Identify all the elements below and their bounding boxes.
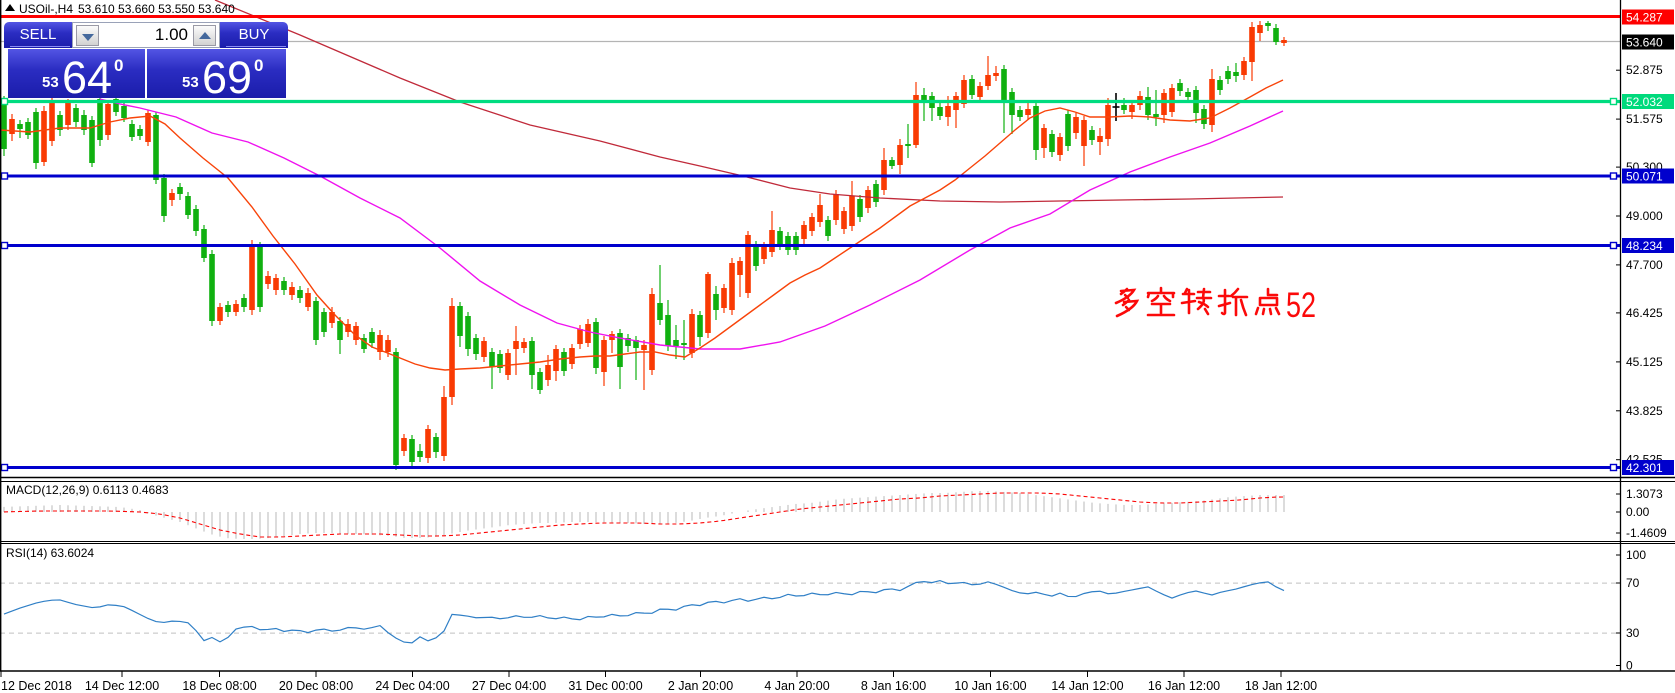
- svg-text:MACD(12,26,9) 0.6113 0.4683: MACD(12,26,9) 0.6113 0.4683: [6, 483, 169, 497]
- svg-text:52.032: 52.032: [1626, 95, 1663, 109]
- svg-text:48.234: 48.234: [1626, 239, 1663, 253]
- svg-text:45.125: 45.125: [1626, 355, 1663, 369]
- svg-text:RSI(14) 63.6024: RSI(14) 63.6024: [6, 546, 94, 560]
- svg-text:-1.4609: -1.4609: [1626, 526, 1667, 540]
- svg-text:0.00: 0.00: [1626, 505, 1650, 519]
- svg-text:100: 100: [1626, 548, 1646, 562]
- svg-text:18 Dec 08:00: 18 Dec 08:00: [182, 679, 256, 693]
- svg-text:52: 52: [1286, 286, 1316, 325]
- svg-text:14 Jan 12:00: 14 Jan 12:00: [1051, 679, 1123, 693]
- svg-text:4 Jan 20:00: 4 Jan 20:00: [764, 679, 829, 693]
- svg-text:27 Dec 04:00: 27 Dec 04:00: [472, 679, 546, 693]
- svg-text:43.825: 43.825: [1626, 404, 1663, 418]
- svg-text:49.000: 49.000: [1626, 209, 1663, 223]
- svg-text:54.287: 54.287: [1626, 11, 1663, 25]
- svg-text:52.875: 52.875: [1626, 63, 1663, 77]
- svg-text:12 Dec 2018: 12 Dec 2018: [1, 679, 72, 693]
- svg-text:20 Dec 08:00: 20 Dec 08:00: [279, 679, 353, 693]
- svg-text:USOil-,H4: USOil-,H4: [19, 2, 73, 16]
- svg-text:14 Dec 12:00: 14 Dec 12:00: [85, 679, 159, 693]
- svg-text:42.301: 42.301: [1626, 461, 1663, 475]
- svg-text:70: 70: [1626, 576, 1640, 590]
- svg-text:16 Jan 12:00: 16 Jan 12:00: [1148, 679, 1220, 693]
- svg-text:18 Jan 12:00: 18 Jan 12:00: [1245, 679, 1317, 693]
- svg-text:51.575: 51.575: [1626, 112, 1663, 126]
- svg-text:8 Jan 16:00: 8 Jan 16:00: [861, 679, 926, 693]
- svg-text:24 Dec 04:00: 24 Dec 04:00: [375, 679, 449, 693]
- svg-text:31 Dec 00:00: 31 Dec 00:00: [568, 679, 642, 693]
- svg-text:0: 0: [1626, 659, 1633, 673]
- svg-text:2 Jan 20:00: 2 Jan 20:00: [668, 679, 733, 693]
- svg-text:47.700: 47.700: [1626, 258, 1663, 272]
- svg-text:53.640: 53.640: [1626, 36, 1663, 50]
- svg-text:53.610 53.660 53.550 53.640: 53.610 53.660 53.550 53.640: [78, 2, 235, 16]
- svg-text:10 Jan 16:00: 10 Jan 16:00: [954, 679, 1026, 693]
- svg-text:46.425: 46.425: [1626, 306, 1663, 320]
- svg-text:1.3073: 1.3073: [1626, 487, 1663, 501]
- svg-text:50.071: 50.071: [1626, 170, 1663, 184]
- svg-text:30: 30: [1626, 626, 1640, 640]
